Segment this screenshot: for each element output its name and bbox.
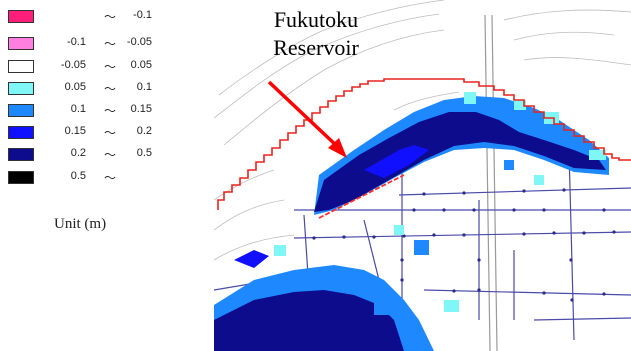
depth-legend: ～ -0.1 -0.1 ～ -0.05 -0.05 ～ 0.05 0.05 ～ …: [6, 6, 176, 246]
legend-tilde: ～: [104, 126, 117, 140]
legend-row: 0.05 ～ 0.1: [6, 81, 176, 96]
legend-low: -0.1: [67, 36, 86, 48]
reservoir-label-line1: Fukutoku: [273, 7, 359, 32]
legend-row: -0.05 ～ 0.05: [6, 59, 176, 74]
dam-line: [318, 174, 405, 219]
legend-high: 0.2: [136, 125, 152, 137]
contour-lines: [214, 0, 631, 261]
reservoir-boundary: [217, 78, 631, 210]
pipe-nodes: [312, 188, 616, 302]
legend-swatch: [8, 37, 34, 50]
legend-tilde: ～: [104, 171, 117, 185]
legend-tilde: ～: [104, 82, 117, 96]
legend-high: -0.1: [133, 9, 152, 21]
legend-row: 0.2 ～ 0.5: [6, 147, 176, 162]
legend-swatch: [8, 60, 34, 73]
legend-row: -0.1 ～ -0.05: [6, 36, 176, 51]
legend-low: 0.5: [70, 170, 86, 182]
callout-arrow: [267, 80, 347, 158]
reservoir-label-line2: Reservoir: [273, 35, 359, 60]
legend-swatch: [8, 126, 34, 139]
legend-swatch: [8, 104, 34, 117]
legend-row: 0.1 ～ 0.15: [6, 103, 176, 118]
legend-high: -0.05: [126, 36, 152, 48]
legend-low: 0.2: [70, 147, 86, 159]
legend-tilde: ～: [104, 148, 117, 162]
legend-tilde: ～: [104, 104, 117, 118]
legend-swatch: [8, 148, 34, 161]
reservoir-label: Fukutoku Reservoir: [246, 6, 386, 62]
legend-high: 0.15: [130, 103, 152, 115]
legend-tilde: ～: [104, 10, 117, 24]
legend-high: 0.5: [136, 147, 152, 159]
inundation-patches: [214, 92, 609, 351]
legend-low: -0.05: [60, 59, 86, 71]
legend-high: 0.1: [136, 81, 152, 93]
legend-swatch: [8, 171, 34, 184]
legend-row: ～ -0.1: [6, 9, 176, 24]
legend-low: 0.15: [64, 125, 86, 137]
legend-tilde: ～: [104, 60, 117, 74]
legend-row: 0.15 ～ 0.2: [6, 125, 176, 140]
road: [484, 14, 498, 351]
legend-low: 0.05: [64, 81, 86, 93]
legend-low: 0.1: [70, 103, 86, 115]
unit-label: Unit (m): [54, 216, 107, 232]
legend-tilde: ～: [104, 37, 117, 51]
inundation-map: [214, 0, 631, 351]
legend-swatch: [8, 10, 34, 23]
legend-high: 0.05: [130, 59, 152, 71]
legend-swatch: [8, 82, 34, 95]
legend-row: 0.5 ～: [6, 170, 176, 185]
